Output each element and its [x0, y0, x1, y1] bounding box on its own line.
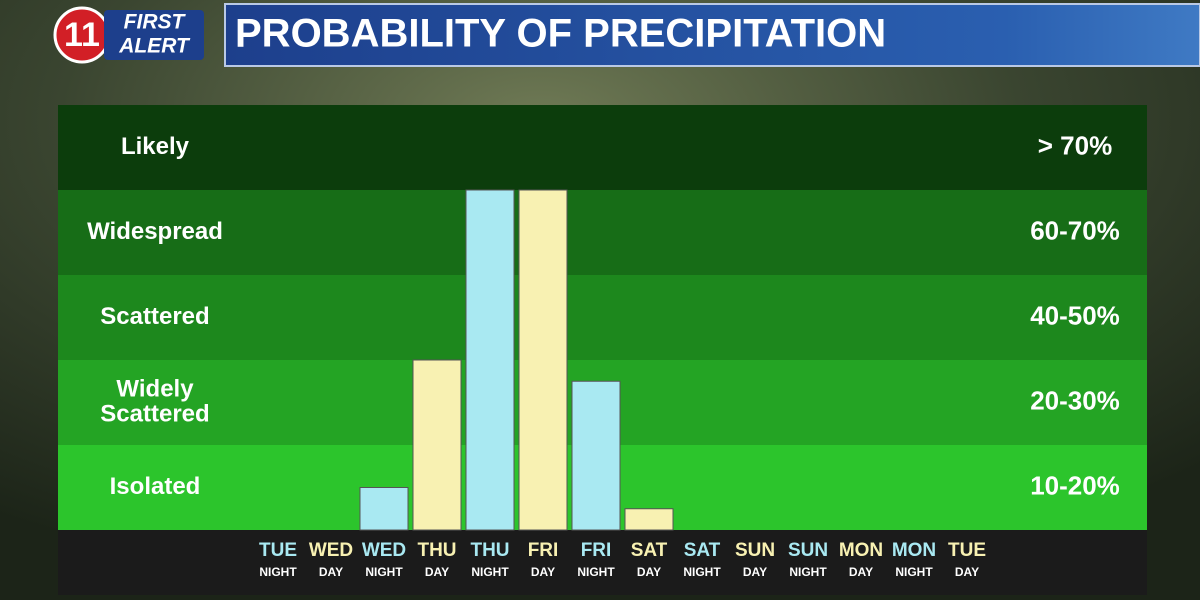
band-range: 10-20%: [1030, 470, 1120, 500]
logo-text: ALERT: [118, 35, 191, 58]
x-tick-label: TUE: [948, 540, 986, 561]
band-label: Scattered: [100, 303, 209, 330]
x-tick-sublabel: DAY: [849, 565, 873, 579]
x-tick-sublabel: DAY: [955, 565, 979, 579]
x-tick-label: THU: [470, 540, 509, 561]
band-label: Likely: [121, 133, 190, 160]
band-label: Isolated: [110, 473, 201, 500]
x-tick-sublabel: NIGHT: [365, 565, 403, 579]
x-tick-sublabel: NIGHT: [683, 565, 721, 579]
x-tick-label: THU: [417, 540, 456, 561]
x-tick-label: SUN: [788, 540, 828, 561]
x-tick-label: TUE: [259, 540, 297, 561]
band-label: Widespread: [87, 218, 223, 245]
x-tick-label: FRI: [581, 540, 612, 561]
x-tick-sublabel: NIGHT: [789, 565, 827, 579]
band-range: 60-70%: [1030, 215, 1120, 245]
band: [58, 105, 1147, 190]
x-tick-label: SAT: [684, 540, 721, 561]
bar: [624, 508, 674, 531]
x-tick-sublabel: DAY: [531, 565, 555, 579]
day-strip: [58, 530, 1147, 595]
bar: [518, 189, 568, 531]
logo-number: 11: [64, 16, 100, 54]
logo-box: [104, 10, 204, 60]
bar: [412, 359, 462, 531]
x-tick-sublabel: NIGHT: [259, 565, 297, 579]
x-tick-label: WED: [309, 540, 353, 561]
x-tick-sublabel: DAY: [425, 565, 449, 579]
band-range: 40-50%: [1030, 300, 1120, 330]
title-bar: [224, 3, 1200, 67]
bar: [571, 380, 621, 531]
logo-text: FIRST: [124, 11, 187, 34]
x-tick-sublabel: NIGHT: [895, 565, 933, 579]
x-tick-label: FRI: [528, 540, 559, 561]
x-tick-sublabel: NIGHT: [471, 565, 509, 579]
bar: [465, 189, 515, 531]
x-tick-sublabel: DAY: [319, 565, 343, 579]
band-label: Scattered: [100, 400, 209, 427]
x-tick-sublabel: DAY: [743, 565, 767, 579]
bar: [359, 487, 409, 531]
band-range: > 70%: [1038, 130, 1112, 160]
x-tick-sublabel: NIGHT: [577, 565, 615, 579]
x-tick-label: SAT: [631, 540, 668, 561]
band-label: Widely: [116, 375, 194, 402]
x-tick-label: WED: [362, 540, 406, 561]
x-tick-label: SUN: [735, 540, 775, 561]
band: [58, 275, 1147, 360]
x-tick-label: MON: [892, 540, 936, 561]
title: PROBABILITY OF PRECIPITATION: [235, 12, 886, 56]
band: [58, 190, 1147, 275]
band-range: 20-30%: [1030, 385, 1120, 415]
x-tick-sublabel: DAY: [637, 565, 661, 579]
x-tick-label: MON: [839, 540, 883, 561]
